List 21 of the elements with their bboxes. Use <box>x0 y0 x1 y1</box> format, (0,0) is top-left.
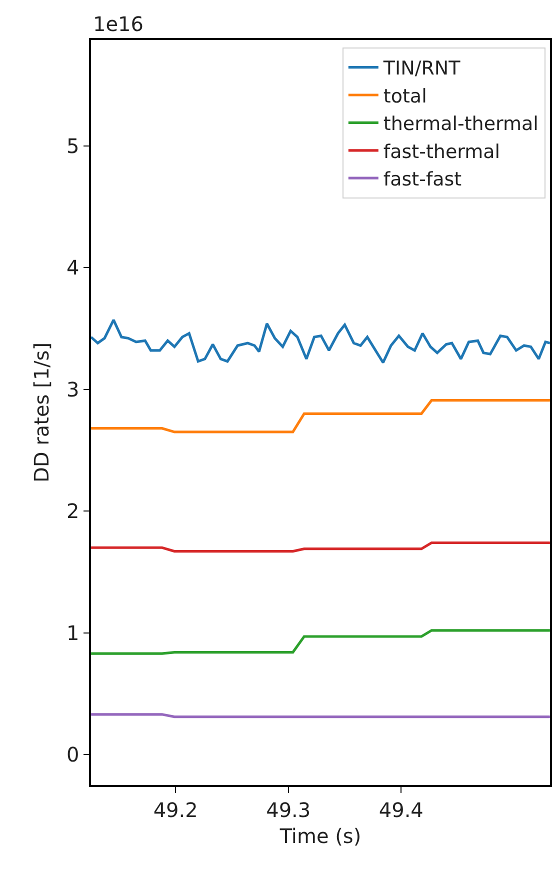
x-axis-title: Time (s) <box>278 824 362 848</box>
line-series <box>91 629 550 655</box>
y-tick-label: 4 <box>66 256 80 280</box>
text: 1e16 <box>93 12 144 36</box>
legend-label: total <box>383 85 427 108</box>
y-tick-label: 3 <box>66 377 80 402</box>
y-tick-label: 1 <box>66 620 80 645</box>
y-axis-title: DD rates [1/s] <box>30 342 54 483</box>
x-tick-label: 49.3 <box>266 798 311 822</box>
line-series <box>91 318 550 364</box>
legend-label: fast-thermal <box>383 140 500 163</box>
legend-label: fast-fast <box>383 168 462 191</box>
x-tick-label: 49.4 <box>378 798 424 822</box>
y-tick-label: 5 <box>66 134 80 158</box>
line-series <box>91 541 550 553</box>
y-tick-label: 0 <box>66 742 80 767</box>
y-tick-label: 2 <box>66 499 80 524</box>
legend-label: thermal-thermal <box>383 113 538 136</box>
line-series <box>91 399 550 434</box>
x-tick-label: 49.2 <box>153 798 198 822</box>
legend-label: TIN/RNT <box>382 58 461 80</box>
